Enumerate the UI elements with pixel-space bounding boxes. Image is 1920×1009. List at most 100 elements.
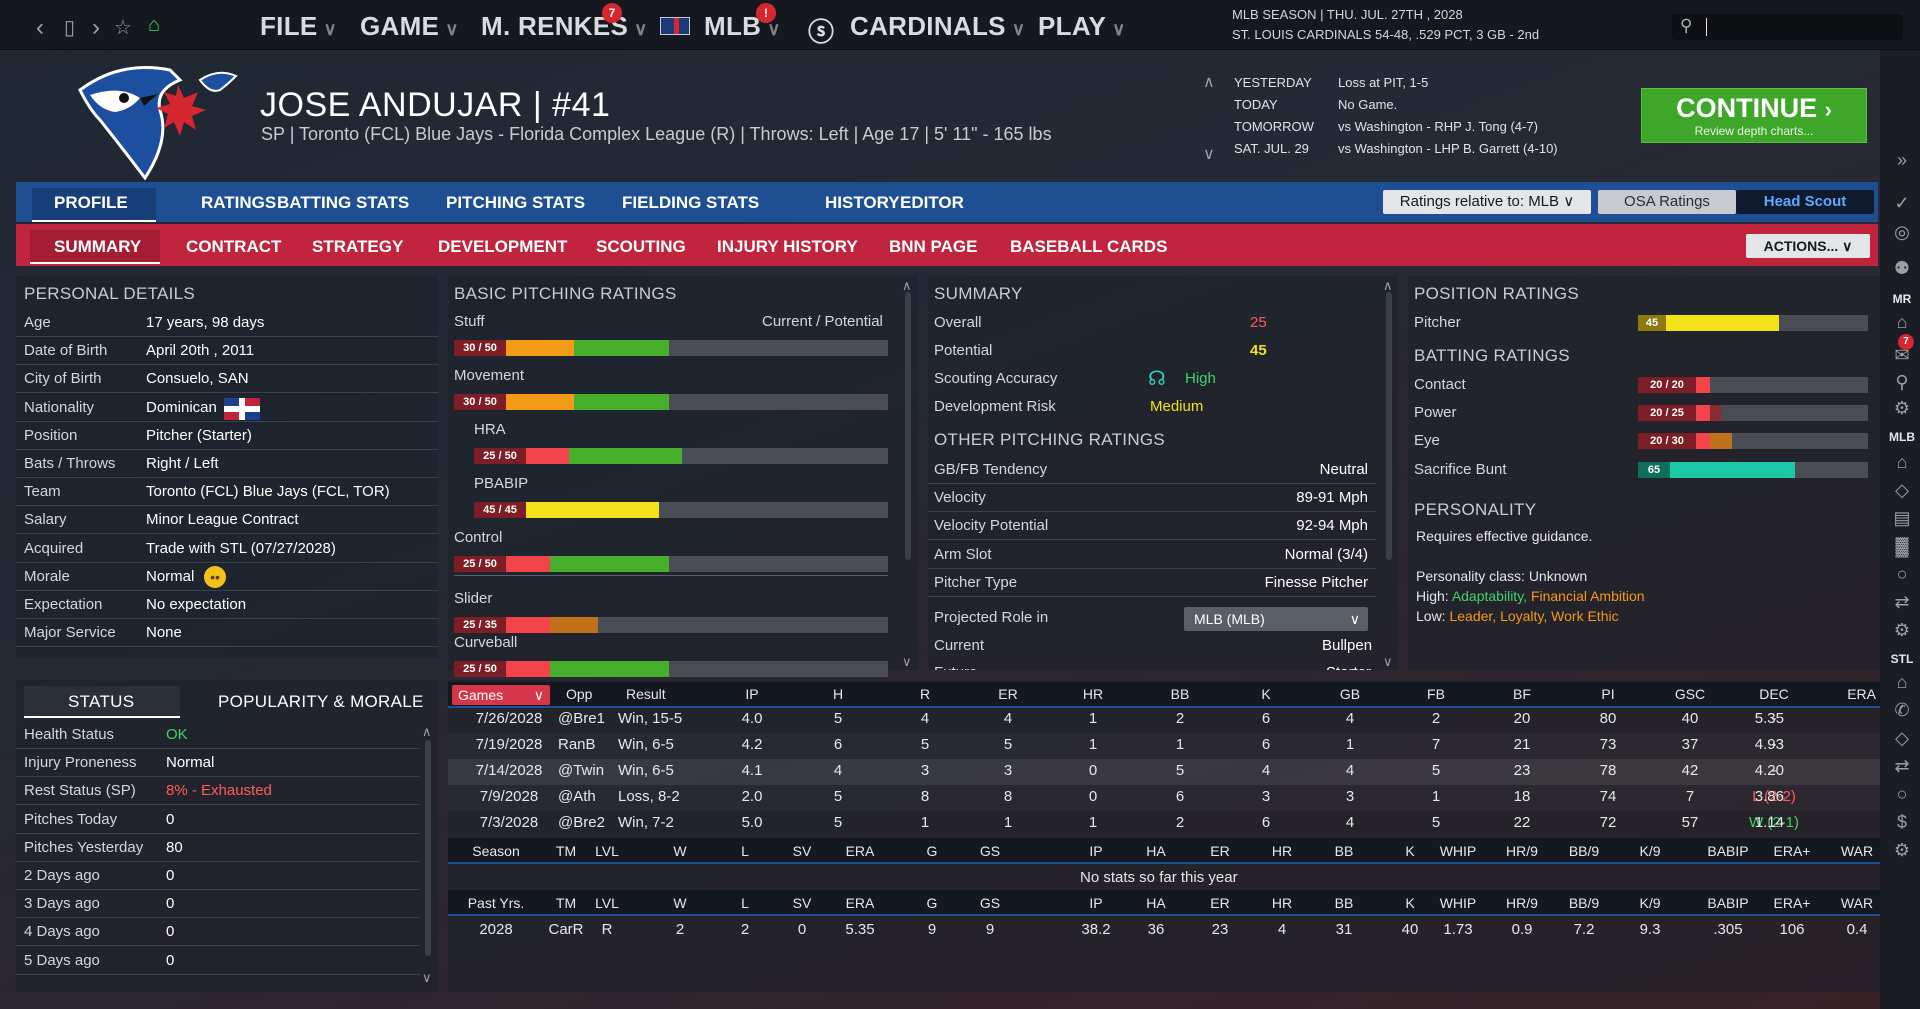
menu-file[interactable]: FILE ∨ [260,11,338,41]
check-icon[interactable]: ✓ [1894,193,1910,213]
tab-status[interactable]: STATUS [68,692,135,711]
tab-summary[interactable]: SUMMARY [54,237,142,256]
personality-class: Personality class: Unknown [1416,568,1588,584]
tab-editor[interactable]: EDITOR [900,193,964,212]
row-divider [16,776,420,778]
stats-col-header: HR/9 [1506,895,1538,911]
rating-bar: 25 / 50 [474,448,888,464]
menu-mlb[interactable]: MLB ∨ [704,11,781,41]
search-input[interactable]: ⚲ [1672,14,1903,40]
gear-icon[interactable]: ⚙ [1893,398,1911,418]
back-icon[interactable]: ‹ [36,14,44,41]
potential-fill [573,340,670,356]
scroll-down-icon[interactable]: ∨ [902,654,912,669]
table-cell: 78 [1599,762,1617,779]
row-divider [928,511,1376,513]
head-scout-button[interactable]: Head Scout [1736,190,1874,214]
scroll-up-icon[interactable]: ∧ [1383,278,1393,293]
rating-bar: 30 / 50 [454,394,888,410]
baseball-icon[interactable]: ○ [1896,564,1908,584]
home-icon[interactable]: ⌂ [1896,312,1908,332]
past-cell: 2028 [479,921,513,938]
scroll-down-icon[interactable]: ∨ [422,970,432,985]
globe-icon[interactable]: ◎ [1894,222,1910,242]
gear-icon[interactable]: ⚙ [1893,620,1911,640]
baseball-icon[interactable]: ○ [1896,784,1908,804]
table-cell: 5 [1431,814,1441,831]
tab-batting-stats[interactable]: BATTING STATS [277,193,410,212]
collapse-icon[interactable]: » [1896,150,1907,170]
games-col-header: GSC [1674,686,1706,702]
menu-manager[interactable]: M. RENKES ∨ [481,11,648,41]
projected-role-select[interactable]: MLB (MLB) ∨ [1184,607,1368,631]
osa-ratings-button[interactable]: OSA Ratings [1598,190,1736,214]
schedule-down-icon[interactable]: ∨ [1203,146,1215,163]
search-icon[interactable]: ⚲ [1895,372,1909,392]
star-icon[interactable]: ☆ [114,17,132,39]
mail-icon[interactable]: ✉ [1894,345,1910,365]
tab-history[interactable]: HISTORY [825,193,900,212]
tab-scouting[interactable]: SCOUTING [596,237,686,256]
high-trait: Adaptability, [1451,588,1528,604]
menu-game[interactable]: GAME ∨ [360,11,459,41]
trade-icon[interactable]: ⇄ [1894,756,1910,776]
batting-ratings-title: BATTING RATINGS [1414,346,1570,365]
tab-profile[interactable]: PROFILE [54,193,128,212]
shield-icon[interactable]: ◇ [1895,728,1909,748]
top-bar: ‹ ▯ › ☆ ⌂ FILE ∨ GAME ∨ M. RENKES ∨ 7 MLB ∨ … [0,0,1920,50]
status-value: OK [166,726,188,743]
window-icon[interactable]: ▯ [64,17,76,39]
scroll-down-icon[interactable]: ∨ [1383,654,1393,669]
ratings-relative-select[interactable]: Ratings relative to: MLB ∨ [1383,190,1591,214]
past-header [448,890,1880,916]
schedule-day: YESTERDAY [1234,75,1312,90]
schedule-day: TODAY [1234,97,1278,112]
continue-button[interactable]: CONTINUE › Review depth charts... [1641,88,1867,143]
past-cell: .305 [1713,921,1743,938]
home-icon[interactable]: ⌂ [1896,672,1908,692]
rating-name: Stuff [454,313,485,330]
tab-baseball-cards[interactable]: BASEBALL CARDS [1010,237,1168,256]
tab-strategy[interactable]: STRATEGY [312,237,404,256]
phone-icon[interactable]: ✆ [1894,700,1910,720]
summary-title: SUMMARY [934,284,1023,303]
tab-bnn-page[interactable]: BNN PAGE [889,237,978,256]
menu-cardinals[interactable]: CARDINALS ∨ [850,11,1026,41]
tab-development[interactable]: DEVELOPMENT [438,237,568,256]
dollar-icon[interactable]: $ [1896,812,1907,832]
home-icon[interactable]: ⌂ [148,14,161,36]
status-scrollbar[interactable] [425,740,431,956]
forward-icon[interactable]: › [92,14,100,41]
trade-icon[interactable]: ⇄ [1894,592,1910,612]
summary-scrollbar[interactable] [1386,292,1392,560]
tab-contract[interactable]: CONTRACT [186,237,282,256]
games-select[interactable]: Games ∨ [452,685,550,705]
row-divider [16,420,438,422]
shield-icon[interactable]: ◇ [1895,480,1909,500]
tab-ratings[interactable]: RATINGS [201,193,277,212]
table-cell: 1.14 [1754,814,1784,831]
pin-icon[interactable]: ⚉ [1893,258,1911,278]
home-icon[interactable]: ⌂ [1896,452,1908,472]
tab-fielding-stats[interactable]: FIELDING STATS [622,193,760,212]
news-icon[interactable]: ▤ [1893,508,1911,528]
rating-bar: 30 / 50 [454,340,888,356]
actions-dropdown[interactable]: ACTIONS... ∨ [1746,234,1870,258]
menu-play[interactable]: PLAY ∨ [1038,11,1126,41]
detail-label: Salary [24,511,67,529]
tab-popularity-morale[interactable]: POPULARITY & MORALE [218,692,424,711]
scroll-up-icon[interactable]: ∧ [422,724,432,739]
row-divider [928,595,1376,597]
table-row[interactable] [448,759,1880,785]
chart-icon[interactable]: ▓ [1895,536,1909,556]
schedule-up-icon[interactable]: ∧ [1203,74,1215,91]
search-icon: ⚲ [1680,16,1693,35]
tab-injury-history[interactable]: INJURY HISTORY [717,237,858,256]
batting-bar: 20 / 30 [1638,433,1868,450]
pitching-scrollbar[interactable] [905,292,911,560]
gear-icon[interactable]: ⚙ [1893,840,1911,860]
table-cell: 1 [1175,736,1185,753]
tab-pitching-stats[interactable]: PITCHING STATS [446,193,586,212]
scroll-up-icon[interactable]: ∧ [902,278,912,293]
table-cell: 18 [1513,788,1531,805]
